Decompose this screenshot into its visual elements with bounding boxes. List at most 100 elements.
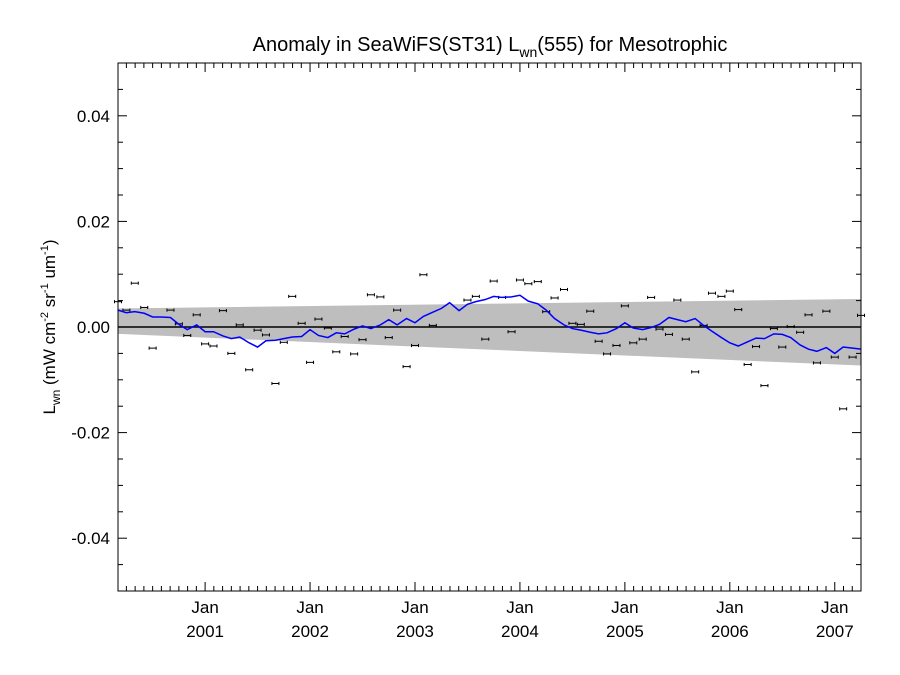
anomaly-point xyxy=(340,334,349,339)
anomaly-point xyxy=(725,289,734,293)
y-axis: 0.04 0.02 0.00 -0.02 -0.04 xyxy=(71,62,861,592)
anomaly-point xyxy=(306,360,315,364)
anomaly-point xyxy=(673,298,682,302)
anomaly-point xyxy=(183,333,192,338)
anomaly-point xyxy=(594,339,603,343)
anomaly-point xyxy=(743,362,752,367)
x-tick-year-label: 2001 xyxy=(186,622,224,641)
chart-title-main: Anomaly in SeaWiFS(ST31) L xyxy=(253,34,520,56)
anomaly-point xyxy=(550,296,559,300)
anomaly-point xyxy=(796,330,805,334)
smoothed-anomaly-line xyxy=(117,294,862,355)
anomaly-point xyxy=(691,370,700,374)
anomaly-point xyxy=(463,298,472,302)
anomaly-point xyxy=(804,313,813,317)
anomaly-point xyxy=(786,324,795,329)
anomaly-point xyxy=(655,327,664,331)
anomaly-point xyxy=(245,368,254,372)
anomaly-point xyxy=(769,327,778,331)
anomaly-point xyxy=(235,323,244,327)
x-tick-year-label: 2007 xyxy=(816,622,854,641)
anomaly-point xyxy=(848,355,857,359)
anomaly-point xyxy=(481,337,490,341)
anomaly-point xyxy=(140,305,149,310)
anomaly-point xyxy=(664,332,673,336)
anomaly-point xyxy=(734,307,743,312)
anomaly-point xyxy=(717,294,726,298)
anomaly-point xyxy=(576,322,585,326)
x-tick-month-label: Jan xyxy=(191,598,218,617)
anomaly-point xyxy=(489,279,498,283)
y-tick-label: 0.04 xyxy=(77,107,110,126)
x-axis: Jan 2001 Jan 2002 Jan 2003 Jan 2004 Jan 2005 Jan 20… xyxy=(125,63,862,641)
anomaly-point xyxy=(279,340,288,344)
anomaly-point xyxy=(332,350,341,354)
anomaly-point xyxy=(839,407,848,411)
anomaly-point xyxy=(560,287,569,292)
anomaly-point xyxy=(830,355,839,359)
anomaly-point xyxy=(271,381,280,386)
anomaly-point xyxy=(568,321,577,325)
anomaly-point xyxy=(209,344,218,348)
chart-title: Anomaly in SeaWiFS(ST31) Lwn(555) for Me… xyxy=(253,34,728,60)
x-tick-year-label: 2003 xyxy=(396,622,434,641)
x-tick-month-label: Jan xyxy=(716,598,743,617)
anomaly-point xyxy=(366,293,375,297)
ylabel-symbol: L xyxy=(40,405,59,414)
ylabel-exp-1: -2 xyxy=(39,312,51,322)
anomaly-point xyxy=(629,341,638,345)
anomaly-point xyxy=(350,352,359,356)
anomaly-point xyxy=(148,346,157,350)
anomaly-point xyxy=(515,278,524,282)
anomaly-point xyxy=(218,309,227,313)
anomaly-point xyxy=(638,337,647,341)
x-tick-month-label: Jan xyxy=(401,598,428,617)
anomaly-point xyxy=(376,295,385,299)
anomaly-point xyxy=(288,294,297,298)
anomaly-point xyxy=(261,333,270,337)
anomaly-point xyxy=(612,343,621,348)
anomaly-point xyxy=(533,280,542,284)
x-tick-month-label: Jan xyxy=(296,598,323,617)
y-tick-label: 0.02 xyxy=(77,212,110,231)
anomaly-point xyxy=(297,321,306,325)
anomaly-point xyxy=(384,335,393,340)
y-tick-label: -0.02 xyxy=(71,424,110,443)
y-tick-label: 0.00 xyxy=(77,318,110,337)
x-tick-year-label: 2004 xyxy=(501,622,539,641)
ylabel-exp-2: -1 xyxy=(39,283,51,293)
ylabel-unit-mid: sr xyxy=(40,293,59,312)
y-tick-label: -0.04 xyxy=(71,529,110,548)
ylabel-subscript: wn xyxy=(49,390,63,406)
y-axis-label: Lwn (mW cm-2 sr-1 um-1) xyxy=(39,239,63,414)
x-tick-month-label: Jan xyxy=(611,598,638,617)
anomaly-point xyxy=(166,308,175,312)
anomaly-point xyxy=(358,338,367,342)
anomaly-point xyxy=(603,352,612,356)
anomaly-point xyxy=(620,304,629,308)
plot-area xyxy=(114,62,865,592)
x-tick-year-label: 2002 xyxy=(291,622,329,641)
chart-title-tail: (555) for Mesotrophic xyxy=(537,34,727,56)
anomaly-point xyxy=(314,317,323,321)
anomaly-point xyxy=(524,282,533,286)
anomaly-point xyxy=(253,328,262,332)
x-tick-month-label: Jan xyxy=(821,598,848,617)
ylabel-unit-close: ) xyxy=(40,239,59,245)
anomaly-point xyxy=(822,309,831,313)
anomaly-point xyxy=(778,345,787,349)
anomaly-point xyxy=(130,281,139,285)
anomaly-point xyxy=(410,343,419,348)
anomaly-point xyxy=(681,337,690,341)
x-tick-month-label: Jan xyxy=(506,598,533,617)
anomaly-point xyxy=(419,273,428,277)
anomaly-point xyxy=(393,308,402,312)
anomaly-point xyxy=(323,326,332,330)
ylabel-exp-3: -1 xyxy=(39,245,51,255)
confidence-band xyxy=(118,299,861,366)
chart-title-subscript: wn xyxy=(518,44,537,60)
anomaly-point xyxy=(201,342,210,346)
anomaly-point xyxy=(192,313,201,317)
anomaly-points xyxy=(114,273,865,411)
